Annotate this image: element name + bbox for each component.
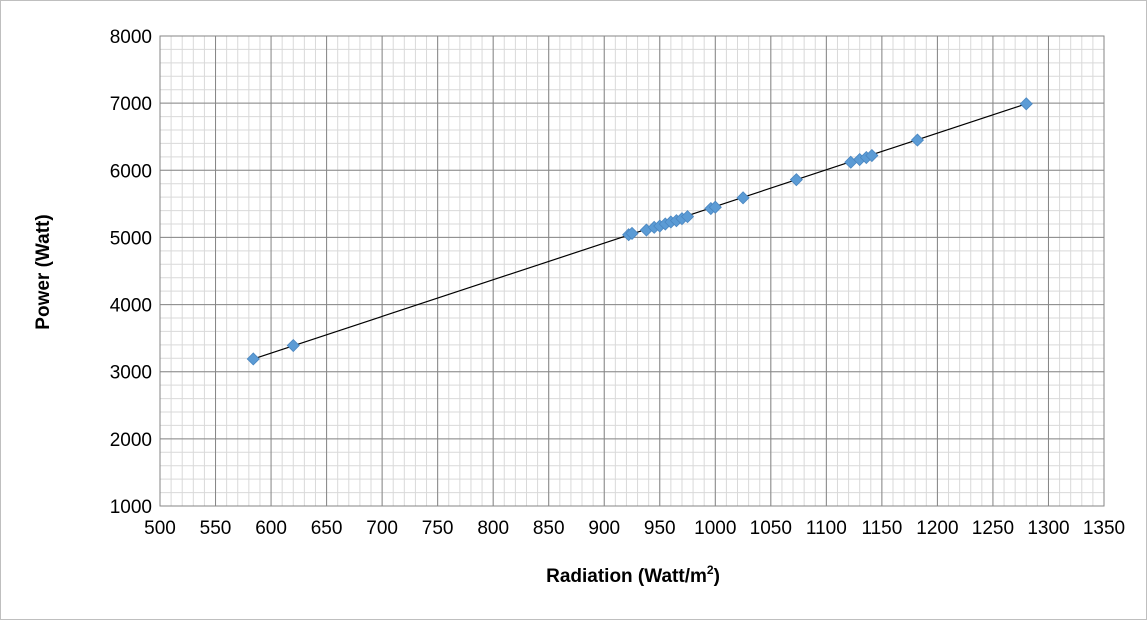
x-tick-label: 1350 <box>1083 518 1125 539</box>
x-tick-label: 1250 <box>972 518 1014 539</box>
x-tick-label: 550 <box>200 518 232 539</box>
x-tick-label: 1050 <box>750 518 792 539</box>
data-point <box>286 338 300 353</box>
y-tick-label: 6000 <box>110 161 152 182</box>
x-tick-label: 1200 <box>916 518 958 539</box>
x-tick-label: 500 <box>144 518 176 539</box>
x-axis-ticks: 500 550 600 650 700 750 800 850 900 950 1000 1050 11… <box>144 518 1125 539</box>
data-point <box>736 191 750 205</box>
y-tick-label: 1000 <box>110 497 152 518</box>
x-tick-label: 850 <box>533 518 565 539</box>
data-point <box>910 133 924 147</box>
data-point <box>680 210 695 224</box>
x-tick-label: 800 <box>477 518 509 539</box>
y-tick-label: 8000 <box>110 27 152 48</box>
x-axis-title: Radiation (Watt/m2) <box>546 563 720 587</box>
x-tick-label: 1150 <box>861 518 902 539</box>
plot-area-border <box>159 35 1105 507</box>
x-tick-label: 1100 <box>806 518 847 539</box>
y-tick-label: 2000 <box>110 430 152 451</box>
data-point <box>625 226 639 240</box>
x-tick-label: 1000 <box>694 518 736 539</box>
y-tick-label: 7000 <box>110 94 152 115</box>
x-tick-label: 700 <box>366 518 398 539</box>
data-point <box>789 173 803 187</box>
y-tick-label: 4000 <box>110 296 152 317</box>
x-tick-label: 750 <box>422 518 454 539</box>
y-axis-title: Power (Watt) <box>33 214 54 329</box>
y-tick-label: 3000 <box>110 363 152 384</box>
x-tick-label: 900 <box>588 518 620 539</box>
y-tick-label: 5000 <box>110 228 152 249</box>
x-tick-label: 950 <box>644 518 676 539</box>
x-tick-label: 650 <box>311 518 343 539</box>
data-point <box>1019 97 1033 111</box>
trendline <box>253 103 1027 360</box>
data-point <box>865 148 879 163</box>
data-points <box>246 97 1033 366</box>
x-tick-label: 1300 <box>1027 518 1069 539</box>
data-point <box>246 352 260 366</box>
data-point <box>708 200 722 214</box>
x-tick-label: 600 <box>255 518 287 539</box>
y-axis-ticks: 1000 2000 3000 4000 5000 6000 7000 8000 <box>110 27 152 518</box>
